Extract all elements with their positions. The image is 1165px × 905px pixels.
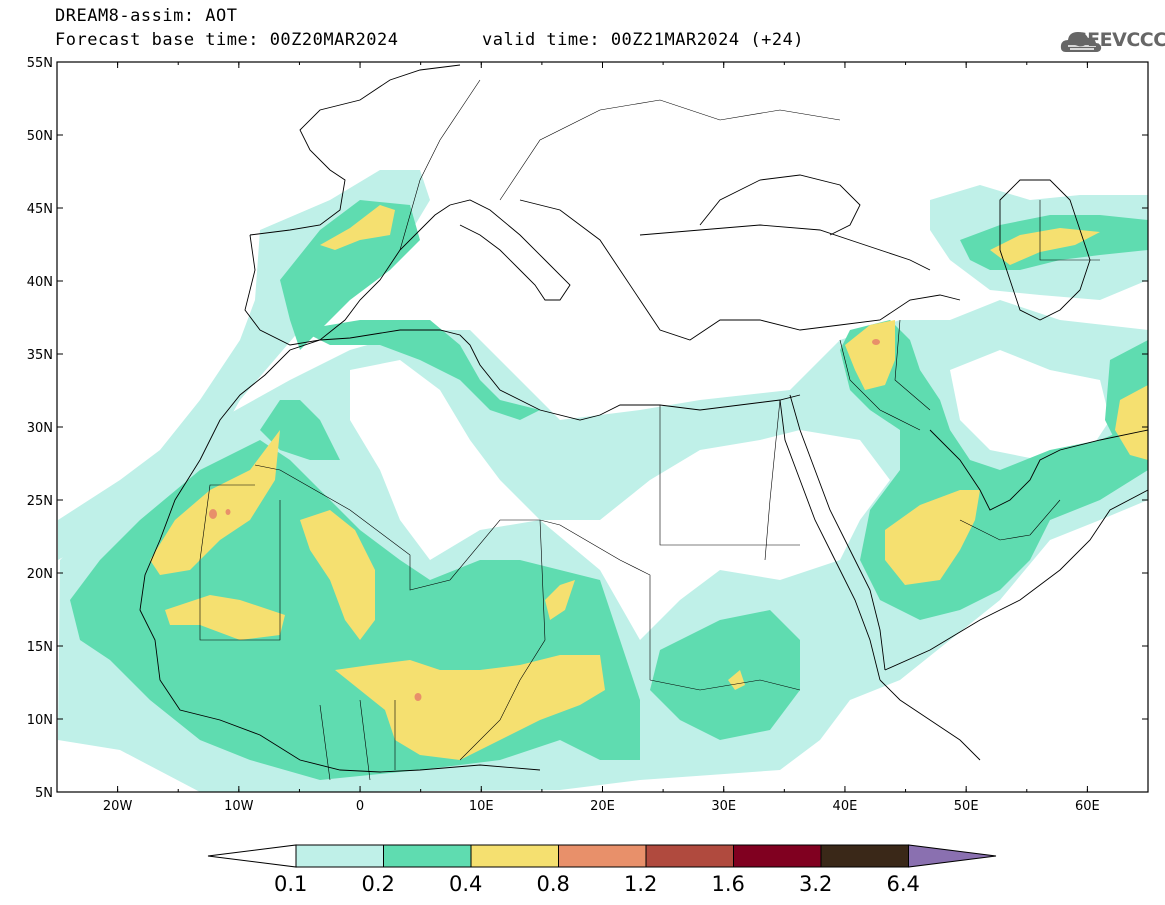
- lat-label: 40N: [27, 275, 53, 290]
- lat-label: 5N: [35, 786, 53, 801]
- colorbar: [207, 844, 997, 868]
- lat-label: 45N: [27, 202, 53, 217]
- axis-labels: 55N 50N 45N 40N 35N 30N 25N 20N 15N 10N 5N 20W 10W 0 1…: [27, 56, 1100, 814]
- colorbar-level-label: 3.2: [799, 872, 833, 896]
- lat-label: 30N: [27, 421, 53, 436]
- lon-label: 40E: [833, 799, 858, 814]
- colorbar-level-label: 1.6: [711, 872, 745, 896]
- coastlines: [139, 64, 1148, 773]
- axis-ticks: [56, 61, 1149, 793]
- lon-label: 30E: [711, 799, 736, 814]
- borders: [199, 79, 1100, 781]
- lon-label: 20W: [103, 799, 133, 814]
- base-time-label: Forecast base time: 00Z20MAR2024: [55, 30, 399, 50]
- cloud-logo-icon: [1060, 32, 1102, 52]
- colorbar-level-label: 0.1: [274, 872, 308, 896]
- lon-label: 0: [356, 799, 364, 814]
- lat-label: 20N: [27, 567, 53, 582]
- aot-contours: [58, 170, 1148, 792]
- colorbar-segment: [733, 844, 822, 868]
- colorbar-segment: [645, 844, 734, 868]
- map-title: DREAM8-assim: AOT: [55, 6, 238, 26]
- lat-label: 55N: [27, 56, 53, 71]
- colorbar-level-label: 0.2: [361, 872, 395, 896]
- lon-label: 10W: [224, 799, 254, 814]
- colorbar-level-label: 1.2: [624, 872, 658, 896]
- colorbar-segment: [558, 844, 647, 868]
- colorbar-level-label: 0.8: [536, 872, 570, 896]
- seevccc-logo-text: SEEVCCC: [1074, 29, 1165, 51]
- lat-label: 35N: [27, 348, 53, 363]
- lon-label: 20E: [590, 799, 615, 814]
- colorbar-under-triangle: [207, 844, 297, 868]
- lat-label: 25N: [27, 494, 53, 509]
- colorbar-segment: [383, 844, 472, 868]
- lon-label: 50E: [954, 799, 979, 814]
- lat-label: 15N: [27, 640, 53, 655]
- colorbar-level-label: 6.4: [886, 872, 920, 896]
- colorbar-segment: [295, 844, 384, 868]
- colorbar-over-triangle: [908, 844, 997, 868]
- valid-time-label: valid time: 00Z21MAR2024 (+24): [482, 30, 805, 50]
- colorbar-segment: [820, 844, 909, 868]
- lat-label: 50N: [27, 129, 53, 144]
- colorbar-segment: [470, 844, 559, 868]
- lat-label: 10N: [27, 713, 53, 728]
- colorbar-level-label: 0.4: [449, 872, 483, 896]
- lon-label: 60E: [1075, 799, 1100, 814]
- lon-label: 10E: [469, 799, 494, 814]
